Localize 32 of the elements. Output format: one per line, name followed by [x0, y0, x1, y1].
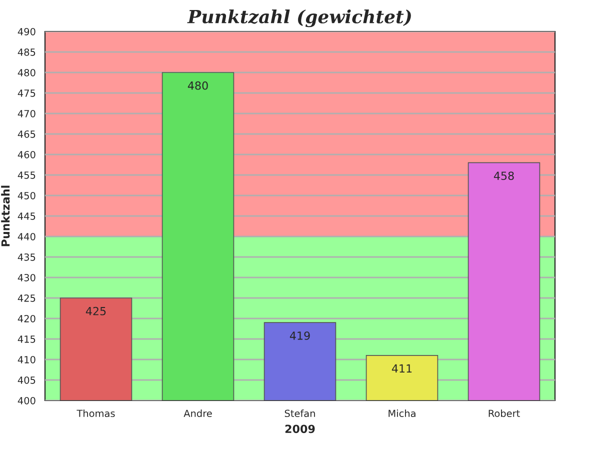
x-tick-label: Andre: [184, 410, 212, 418]
y-tick-label: 405: [18, 376, 36, 384]
x-tick-label: Robert: [488, 410, 520, 418]
y-tick-label: 465: [18, 130, 36, 138]
y-tick-label: 440: [18, 232, 36, 240]
y-tick-label: 445: [18, 212, 36, 220]
y-tick-label: 460: [18, 150, 36, 158]
y-tick-label: 450: [18, 192, 36, 200]
y-tick-label: 430: [18, 274, 36, 282]
y-tick-label: 470: [18, 110, 36, 118]
x-tick-label: Stefan: [284, 410, 315, 418]
y-tick-label: 455: [18, 172, 36, 179]
y-axis-title: Punktzahl: [1, 186, 10, 246]
y-tick-label: 415: [18, 336, 36, 343]
y-tick-label: 480: [18, 68, 36, 76]
y-tick-label: 425: [18, 294, 36, 302]
data-label: 411: [392, 364, 412, 373]
chart-title: Punktzahl (gewichtet): [187, 9, 411, 28]
y-tick-label: 410: [18, 356, 36, 364]
data-label: 480: [188, 81, 208, 90]
y-tick-label: 400: [18, 396, 36, 404]
x-axis-title: 2009: [285, 424, 315, 434]
y-tick-label: 475: [18, 90, 36, 97]
data-label: 419: [290, 331, 310, 340]
y-tick-label: 420: [18, 314, 36, 322]
y-tick-label: 490: [18, 28, 36, 36]
data-label: 425: [86, 306, 106, 316]
y-tick-label: 485: [18, 48, 36, 56]
data-label: 458: [494, 172, 514, 180]
x-tick-label: Thomas: [76, 410, 115, 418]
y-tick-label: 435: [18, 253, 36, 261]
x-tick-label: Micha: [388, 410, 416, 418]
